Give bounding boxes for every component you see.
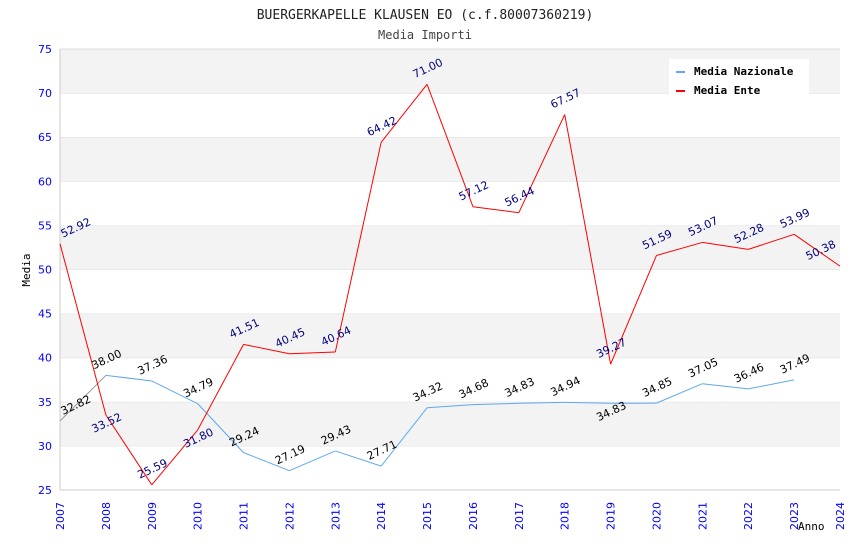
y-tick-label: 30 [38, 440, 52, 453]
x-tick-label: 2021 [696, 502, 709, 530]
series-segment-nazionale [380, 407, 428, 467]
x-tick-label: 2008 [100, 502, 113, 530]
y-tick-label: 25 [38, 484, 52, 497]
series-segment-nazionale [427, 404, 473, 409]
grid-band [60, 313, 840, 358]
series-segment-ente [564, 114, 612, 365]
series-segment-ente [793, 233, 841, 267]
grid-band [60, 225, 840, 270]
x-tick-label: 2018 [559, 502, 572, 530]
grid-band [60, 401, 840, 446]
y-tick-label: 40 [38, 352, 52, 365]
series-segment-nazionale [335, 450, 382, 467]
series-segment-ente [197, 344, 244, 431]
x-tick-label: 2014 [375, 502, 388, 530]
series-segment-ente [243, 343, 290, 355]
x-tick-label: 2012 [283, 502, 296, 530]
x-tick-label: 2019 [605, 502, 618, 530]
chart-title: BUERGERKAPELLE KLAUSEN EO (c.f.800073602… [257, 8, 594, 23]
series-segment-nazionale [702, 383, 749, 390]
series-segment-ente [518, 114, 566, 213]
grid-band [60, 445, 840, 490]
series-segment-ente [702, 241, 749, 250]
y-axis-label: Media [20, 253, 33, 286]
x-tick-label: 2010 [192, 502, 205, 530]
x-axis-label: Anno [798, 520, 825, 533]
series-segment-nazionale [151, 380, 198, 405]
series-segment-ente [151, 429, 199, 486]
y-tick-label: 70 [38, 87, 52, 100]
legend-swatch-ente [676, 90, 685, 92]
y-tick-label: 35 [38, 396, 52, 409]
grid-band [60, 269, 840, 314]
series-segment-ente [748, 233, 795, 250]
series-segment-ente [334, 142, 382, 353]
grid-band [60, 137, 840, 182]
series-segment-nazionale [518, 401, 565, 404]
x-tick-label: 2017 [513, 502, 526, 530]
legend-swatch-nazionale [676, 71, 685, 73]
y-tick-label: 75 [38, 43, 52, 56]
legend: Media Nazionale Media Ente [669, 59, 809, 99]
series-segment-nazionale [289, 450, 336, 472]
y-tick-label: 55 [38, 219, 52, 232]
series-segment-ente [656, 241, 703, 256]
y-tick-label: 60 [38, 175, 52, 188]
grid-band [60, 357, 840, 402]
legend-label-ente: Media Ente [694, 84, 761, 97]
series-segment-nazionale [243, 452, 290, 472]
x-tick-label: 2015 [421, 502, 434, 530]
series-segment-nazionale [472, 402, 519, 406]
x-tick-label: 2022 [742, 502, 755, 530]
x-tick-label: 2016 [467, 502, 480, 530]
x-tick-label: 2020 [650, 502, 663, 530]
series-segment-ente [472, 206, 519, 214]
x-tick-label: 2023 [788, 502, 801, 530]
series-segment-nazionale [748, 379, 795, 390]
y-tick-label: 50 [38, 264, 52, 277]
chart-subtitle: Media Importi [378, 28, 472, 42]
series-segment-nazionale [197, 403, 244, 453]
series-segment-nazionale [656, 383, 703, 404]
y-tick-label: 65 [38, 131, 52, 144]
series-segment-ente [610, 255, 657, 365]
series-segment-ente [289, 351, 336, 355]
x-tick-label: 2011 [238, 502, 251, 530]
legend-label-nazionale: Media Nazionale [694, 65, 794, 78]
grid-band [60, 181, 840, 226]
x-tick-label: 2024 [834, 502, 847, 530]
series-segment-nazionale [564, 401, 611, 404]
grid-band [60, 93, 840, 138]
x-tick-label: 2013 [329, 502, 342, 530]
series-segment-ente [105, 414, 153, 486]
series-segment-nazionale [59, 374, 107, 422]
series-segment-ente [380, 83, 428, 143]
series-segment-nazionale [105, 374, 152, 382]
y-tick-label: 45 [38, 308, 52, 321]
x-tick-label: 2009 [146, 502, 159, 530]
series-segment-ente [59, 243, 107, 415]
series-segment-ente [426, 84, 474, 207]
x-tick-label: 2007 [54, 502, 67, 530]
